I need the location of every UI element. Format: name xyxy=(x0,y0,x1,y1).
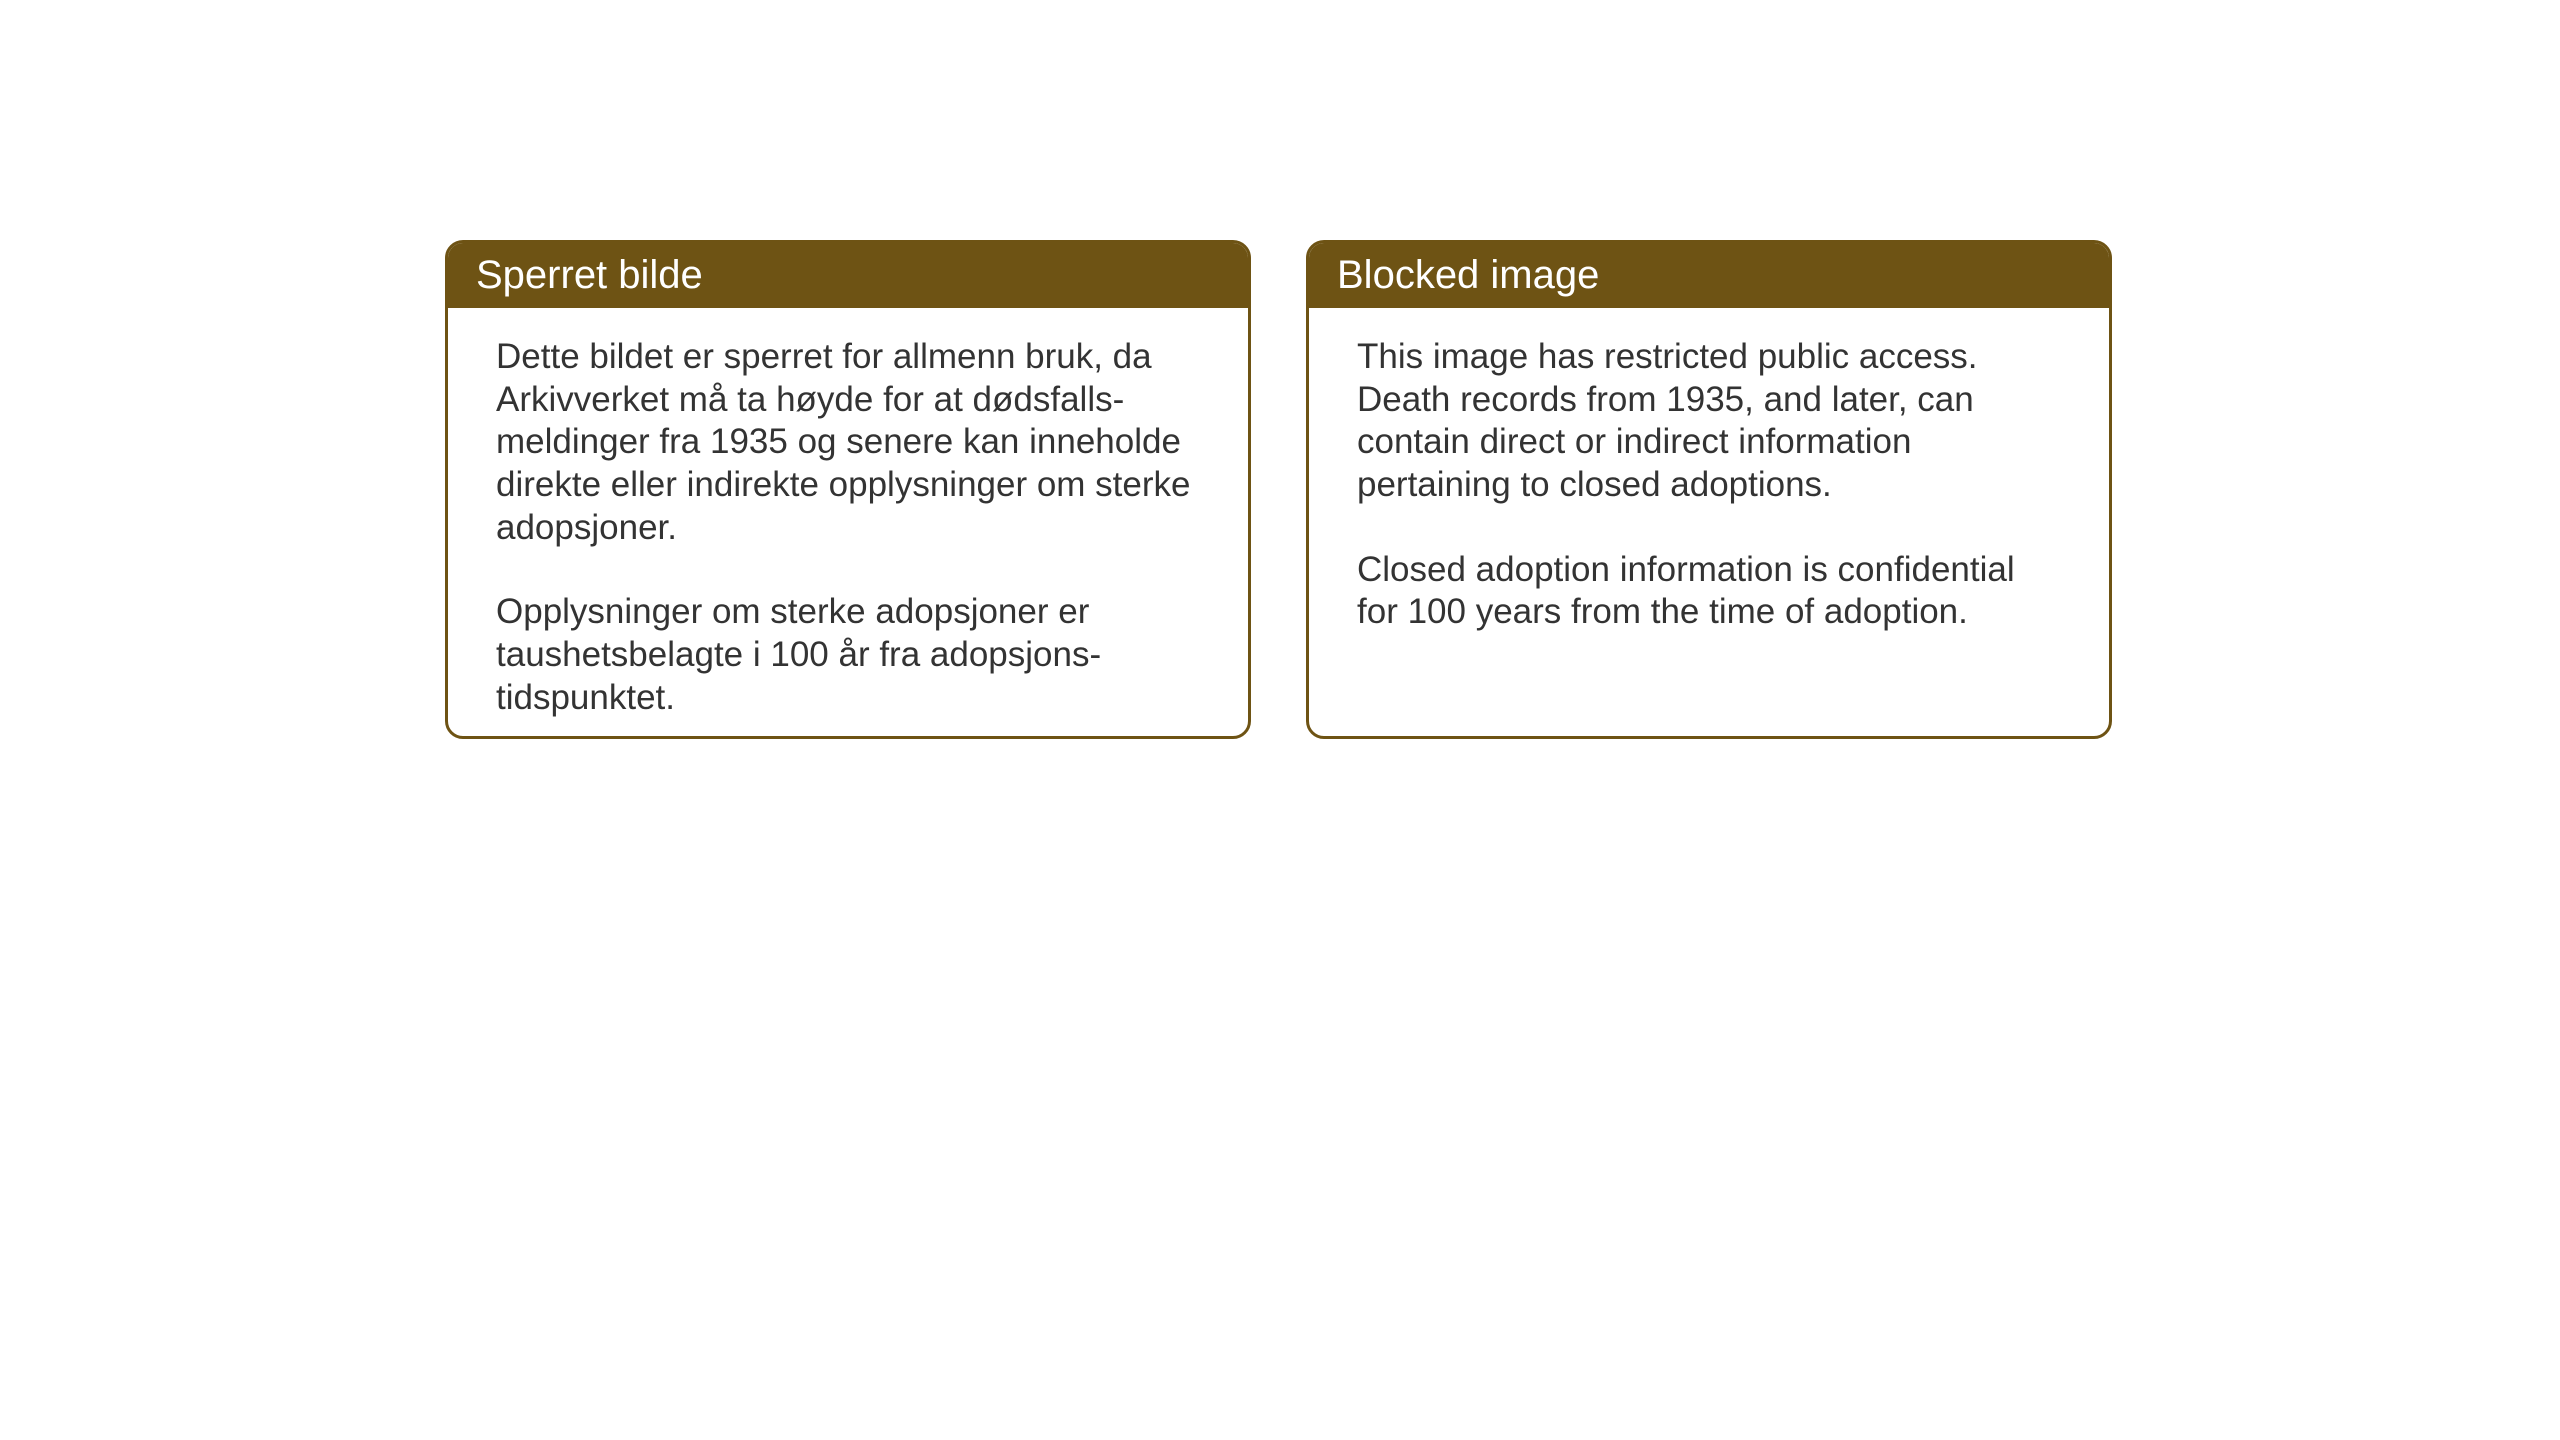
card-paragraph2-english: Closed adoption information is confident… xyxy=(1357,549,2061,634)
notice-card-norwegian: Sperret bilde Dette bildet er sperret fo… xyxy=(445,240,1251,739)
card-paragraph1-english: This image has restricted public access.… xyxy=(1357,336,2061,507)
card-title-english: Blocked image xyxy=(1337,253,1599,297)
notice-container: Sperret bilde Dette bildet er sperret fo… xyxy=(445,240,2112,739)
card-body-english: This image has restricted public access.… xyxy=(1309,308,2109,736)
card-paragraph1-norwegian: Dette bildet er sperret for allmenn bruk… xyxy=(496,336,1200,549)
card-header-norwegian: Sperret bilde xyxy=(448,243,1248,308)
notice-card-english: Blocked image This image has restricted … xyxy=(1306,240,2112,739)
card-paragraph2-norwegian: Opplysninger om sterke adopsjoner er tau… xyxy=(496,591,1200,719)
card-title-norwegian: Sperret bilde xyxy=(476,253,703,297)
card-header-english: Blocked image xyxy=(1309,243,2109,308)
card-body-norwegian: Dette bildet er sperret for allmenn bruk… xyxy=(448,308,1248,736)
